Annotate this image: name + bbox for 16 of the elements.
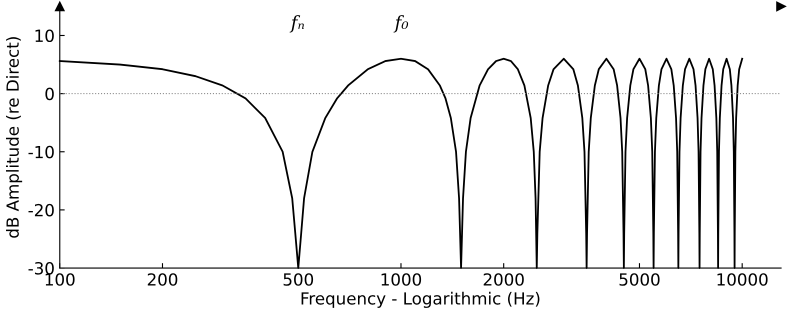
y-tick-label: -30: [28, 262, 54, 275]
y-tick-label: 10: [36, 29, 54, 42]
y-axis-title: dB Amplitude (re Direct): [6, 37, 22, 238]
annotation: fₙ: [290, 15, 304, 33]
y-tick-label: 0: [45, 88, 54, 100]
x-tick-label: 1000: [382, 273, 422, 286]
x-tick-label: 200: [148, 273, 178, 286]
annotation: f₀: [394, 15, 408, 33]
x-tick-label: 500: [284, 273, 314, 286]
x-tick-label: 5000: [620, 273, 660, 286]
x-tick-label: 100: [46, 273, 75, 286]
x-tick-label: 10000: [718, 273, 768, 286]
x-axis-title: Frequency - Logarithmic (Hz): [302, 292, 540, 308]
x-tick-label: 2000: [484, 273, 524, 286]
y-tick-label: -20: [28, 204, 54, 216]
y-tick-label: -10: [28, 146, 54, 158]
